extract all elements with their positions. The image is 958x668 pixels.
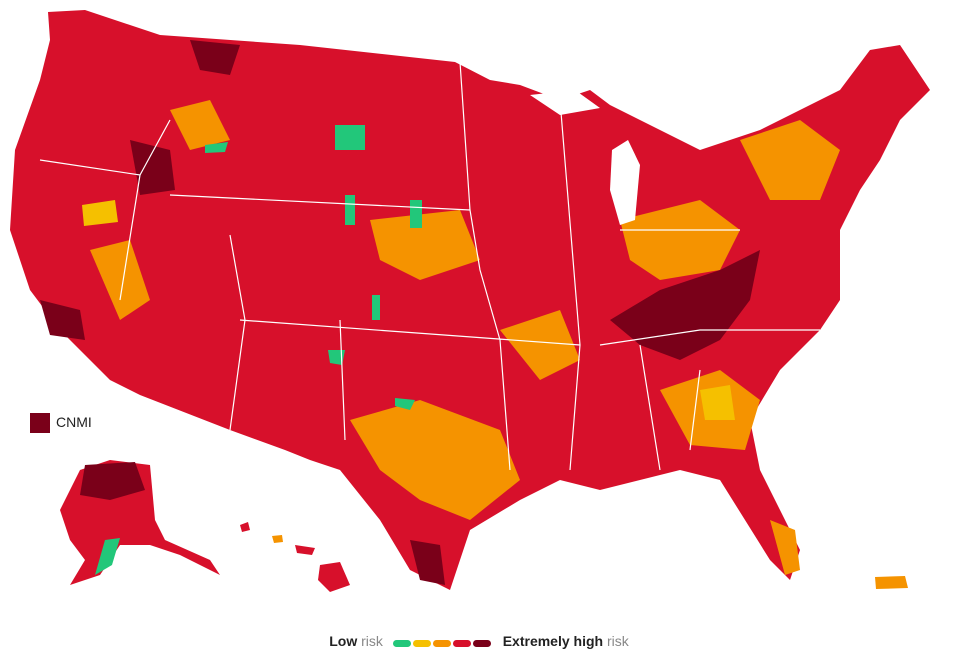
puerto-rico	[875, 576, 908, 589]
region	[370, 210, 480, 280]
region	[335, 125, 365, 150]
hawaii	[240, 522, 250, 532]
region	[700, 385, 735, 420]
legend-high-suffix: risk	[606, 633, 629, 649]
region	[410, 200, 422, 228]
region	[740, 120, 840, 200]
region	[80, 462, 145, 500]
cnmi-label: CNMI	[56, 414, 92, 430]
cnmi-swatch	[30, 413, 50, 433]
region	[205, 142, 228, 153]
legend-swatches	[392, 634, 493, 650]
region	[610, 250, 760, 360]
state-border	[39, 61, 820, 471]
hawaii	[318, 562, 350, 592]
region	[395, 398, 415, 410]
lake	[530, 90, 600, 115]
region	[372, 295, 380, 320]
region	[95, 538, 120, 575]
region	[410, 540, 445, 585]
legend-swatch	[452, 640, 471, 648]
legend-swatch	[432, 640, 451, 648]
lake	[610, 140, 640, 225]
map	[10, 10, 930, 592]
legend-swatch	[392, 640, 411, 648]
legend-swatch	[472, 640, 491, 648]
legend-low: Low	[329, 633, 358, 649]
legend-high: Extremely high	[502, 633, 604, 649]
legend: Low risk Extremely high risk	[0, 633, 958, 650]
region	[130, 140, 175, 195]
region	[82, 200, 118, 226]
hawaii	[295, 545, 315, 555]
region	[90, 240, 150, 320]
hawaii	[272, 535, 283, 543]
region	[170, 100, 230, 150]
region	[500, 310, 580, 380]
region	[350, 400, 520, 520]
region	[40, 300, 85, 340]
region	[620, 200, 740, 280]
legend-low-suffix: risk	[361, 633, 383, 649]
region	[190, 40, 240, 75]
legend-swatch	[412, 640, 431, 648]
region	[770, 520, 800, 575]
region	[328, 350, 345, 365]
region	[345, 195, 355, 225]
